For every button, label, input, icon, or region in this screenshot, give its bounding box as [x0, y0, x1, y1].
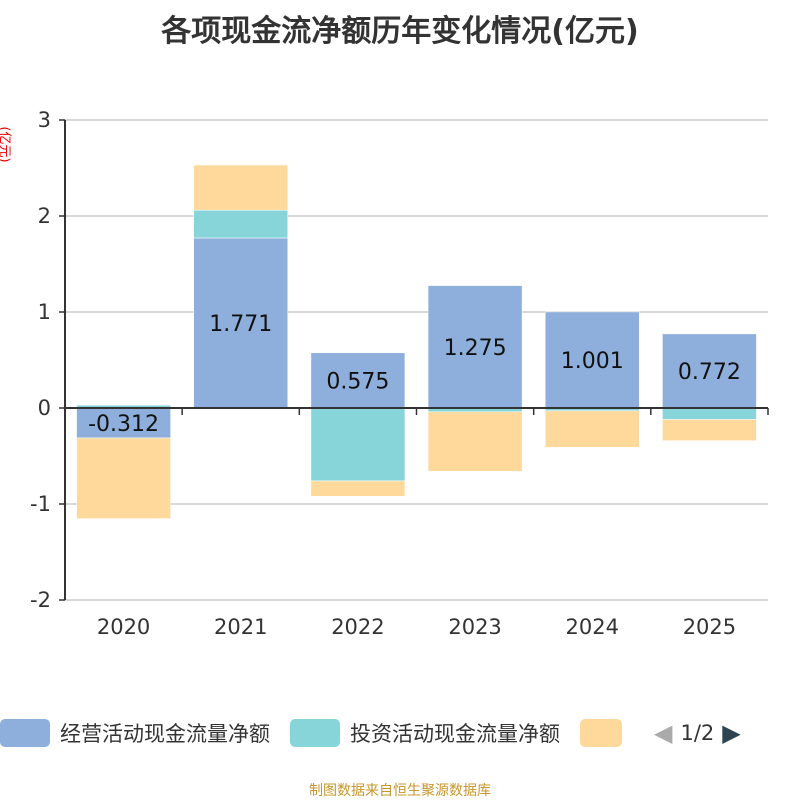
legend-label: 经营活动现金流量净额 — [60, 722, 270, 746]
data-label: 1.001 — [561, 349, 624, 374]
legend-item-financing[interactable] — [580, 719, 632, 747]
bar-segment — [310, 480, 406, 497]
data-label: 0.772 — [678, 360, 741, 385]
legend-item-operating[interactable]: 经营活动现金流量净额 — [0, 718, 270, 748]
legend: 经营活动现金流量净额 投资活动现金流量净额 ◀ 1/2 ▶ — [0, 718, 741, 748]
bar-segment — [310, 352, 406, 409]
x-tick-label: 2023 — [448, 615, 501, 639]
x-tick-label: 2020 — [97, 615, 150, 639]
chart-title: 各项现金流净额历年变化情况(亿元) — [161, 14, 639, 49]
y-tick-label: 3 — [38, 108, 51, 132]
bar-segment — [193, 209, 288, 239]
x-tick-label: 2024 — [566, 615, 619, 639]
y-tick-label: -2 — [30, 588, 51, 612]
data-label: 1.771 — [209, 312, 272, 337]
legend-item-investing[interactable]: 投资活动现金流量净额 — [290, 718, 560, 748]
bar-segment — [662, 333, 757, 409]
data-label: -0.312 — [88, 412, 159, 437]
bar-segment — [662, 407, 757, 420]
bar-segment — [193, 237, 288, 409]
y-tick-label: -1 — [30, 492, 51, 516]
legend-label: 投资活动现金流量净额 — [350, 722, 560, 746]
legend-swatch — [0, 719, 50, 747]
footer-source: 制图数据来自恒生聚源数据库 — [309, 783, 491, 799]
bar-segment — [545, 410, 640, 448]
legend-swatch — [580, 719, 622, 747]
bar-segment — [310, 407, 406, 482]
x-tick-label: 2022 — [331, 615, 384, 639]
bar-segment — [76, 437, 171, 519]
x-tick-label: 2021 — [214, 615, 267, 639]
legend-page: 1/2 — [680, 721, 715, 745]
bar-segment — [76, 407, 171, 439]
y-tick-label: 1 — [38, 300, 51, 324]
x-tick-label: 2025 — [683, 615, 736, 639]
bar-segment — [427, 411, 523, 472]
bar-segment — [662, 419, 757, 441]
y-tick-label: 2 — [38, 204, 51, 228]
data-label: 0.575 — [326, 369, 389, 394]
legend-next-icon[interactable]: ▶ — [722, 719, 741, 747]
data-label: 1.275 — [444, 336, 507, 361]
legend-swatch — [290, 719, 340, 747]
y-tick-label: 0 — [38, 396, 51, 420]
bar-segment — [193, 164, 288, 211]
legend-prev-icon[interactable]: ◀ — [654, 719, 673, 747]
